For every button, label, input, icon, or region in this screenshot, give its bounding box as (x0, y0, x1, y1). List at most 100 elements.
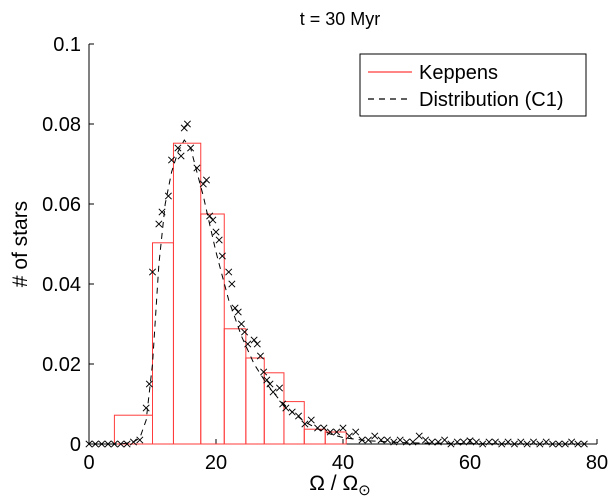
sample-marker (193, 164, 201, 172)
sample-marker (282, 404, 290, 412)
sample-markers (85, 120, 588, 448)
keppens-histogram (113, 142, 347, 445)
y-tick-label: 0 (70, 434, 81, 456)
sample-marker (574, 440, 582, 448)
sample-marker (266, 380, 274, 388)
sample-marker (206, 212, 214, 220)
sample-marker (485, 438, 493, 446)
sample-marker (536, 440, 544, 448)
sample-marker (177, 152, 185, 160)
legend-label-keppens: Keppens (419, 62, 498, 84)
sample-marker (228, 280, 236, 288)
sample-marker (517, 438, 525, 446)
sample-marker (148, 268, 157, 276)
tick-labels: 0 20 40 60 80 0 0.02 0.04 0.06 0.08 0.1 (42, 34, 608, 474)
chart-title: t = 30 Myr (300, 9, 381, 29)
sample-marker (263, 376, 271, 384)
sample-marker (275, 384, 284, 392)
sample-marker (142, 404, 150, 412)
sample-marker (123, 440, 131, 448)
sample-marker (250, 336, 258, 344)
legend: Keppens Distribution (C1) (359, 53, 587, 117)
sample-marker (491, 438, 499, 446)
histogram-bar (223, 328, 247, 445)
sample-marker (466, 437, 474, 445)
sample-marker (85, 440, 93, 448)
sample-marker (421, 436, 430, 444)
sample-marker (98, 440, 106, 448)
sample-marker (320, 424, 328, 432)
sample-marker (402, 438, 411, 446)
sample-marker (155, 220, 163, 228)
histogram-bar (152, 242, 174, 445)
sample-marker (504, 438, 512, 446)
sample-marker (510, 440, 519, 448)
histogram-bar (324, 431, 347, 445)
x-axis-label: Ω / Ω⊙ (309, 472, 370, 496)
sample-marker (555, 440, 563, 448)
sample-marker (409, 438, 417, 446)
y-tick-label: 0.08 (42, 114, 81, 136)
histogram-bar (263, 372, 285, 445)
x-tick-label: 0 (83, 452, 94, 474)
histogram-bar (172, 142, 202, 445)
sample-marker (294, 412, 303, 420)
sample-marker (209, 216, 217, 224)
histogram-bar (200, 213, 225, 445)
sample-marker (415, 432, 423, 440)
legend-box (359, 53, 587, 117)
sample-marker (460, 438, 468, 446)
sample-marker (158, 208, 166, 216)
y-axis-label: # of stars (9, 201, 32, 287)
sample-marker (241, 328, 249, 336)
sample-marker (472, 438, 480, 446)
sample-marker (279, 400, 287, 408)
sample-marker (202, 176, 211, 184)
sample-marker (187, 144, 195, 152)
x-axis-label-main: Ω / Ω (309, 472, 358, 495)
sample-marker (129, 438, 138, 446)
sample-marker (561, 440, 569, 448)
sample-marker (307, 416, 315, 424)
sample-marker (364, 436, 372, 444)
sample-marker (256, 352, 265, 360)
sample-marker (333, 428, 341, 436)
sample-marker (288, 408, 296, 416)
sample-marker (523, 440, 531, 448)
sample-marker (441, 436, 449, 444)
sample-marker (104, 440, 112, 448)
sample-marker (339, 424, 347, 432)
sample-marker (253, 340, 261, 348)
sample-marker (91, 440, 99, 448)
sample-marker (479, 440, 487, 448)
sample-marker (225, 268, 233, 276)
sample-marker (174, 144, 182, 152)
sample-marker (371, 432, 379, 440)
sample-marker (453, 438, 461, 446)
sample-marker (447, 440, 455, 448)
sample-marker (164, 192, 172, 200)
sample-marker (326, 428, 334, 436)
sample-marker (167, 156, 176, 164)
histogram-bar (113, 414, 153, 445)
x-tick-label: 40 (332, 452, 354, 474)
sample-marker (117, 440, 125, 448)
sample-marker (345, 432, 353, 440)
y-tick-label: 0.06 (42, 194, 81, 216)
x-tick-label: 60 (459, 452, 481, 474)
x-tick-label: 20 (205, 452, 227, 474)
sample-marker (269, 388, 277, 396)
sample-marker (260, 368, 268, 376)
x-tick-label: 80 (586, 452, 608, 474)
sample-marker (428, 438, 436, 446)
sample-marker (215, 236, 223, 244)
x-axis-label-subscript: ⊙ (358, 482, 371, 496)
sample-marker (244, 340, 252, 348)
sample-marker (434, 438, 442, 446)
sample-marker (580, 440, 588, 448)
legend-label-distribution: Distribution (C1) (419, 89, 563, 111)
y-tick-label: 0.1 (53, 34, 81, 56)
sample-marker (383, 436, 392, 444)
